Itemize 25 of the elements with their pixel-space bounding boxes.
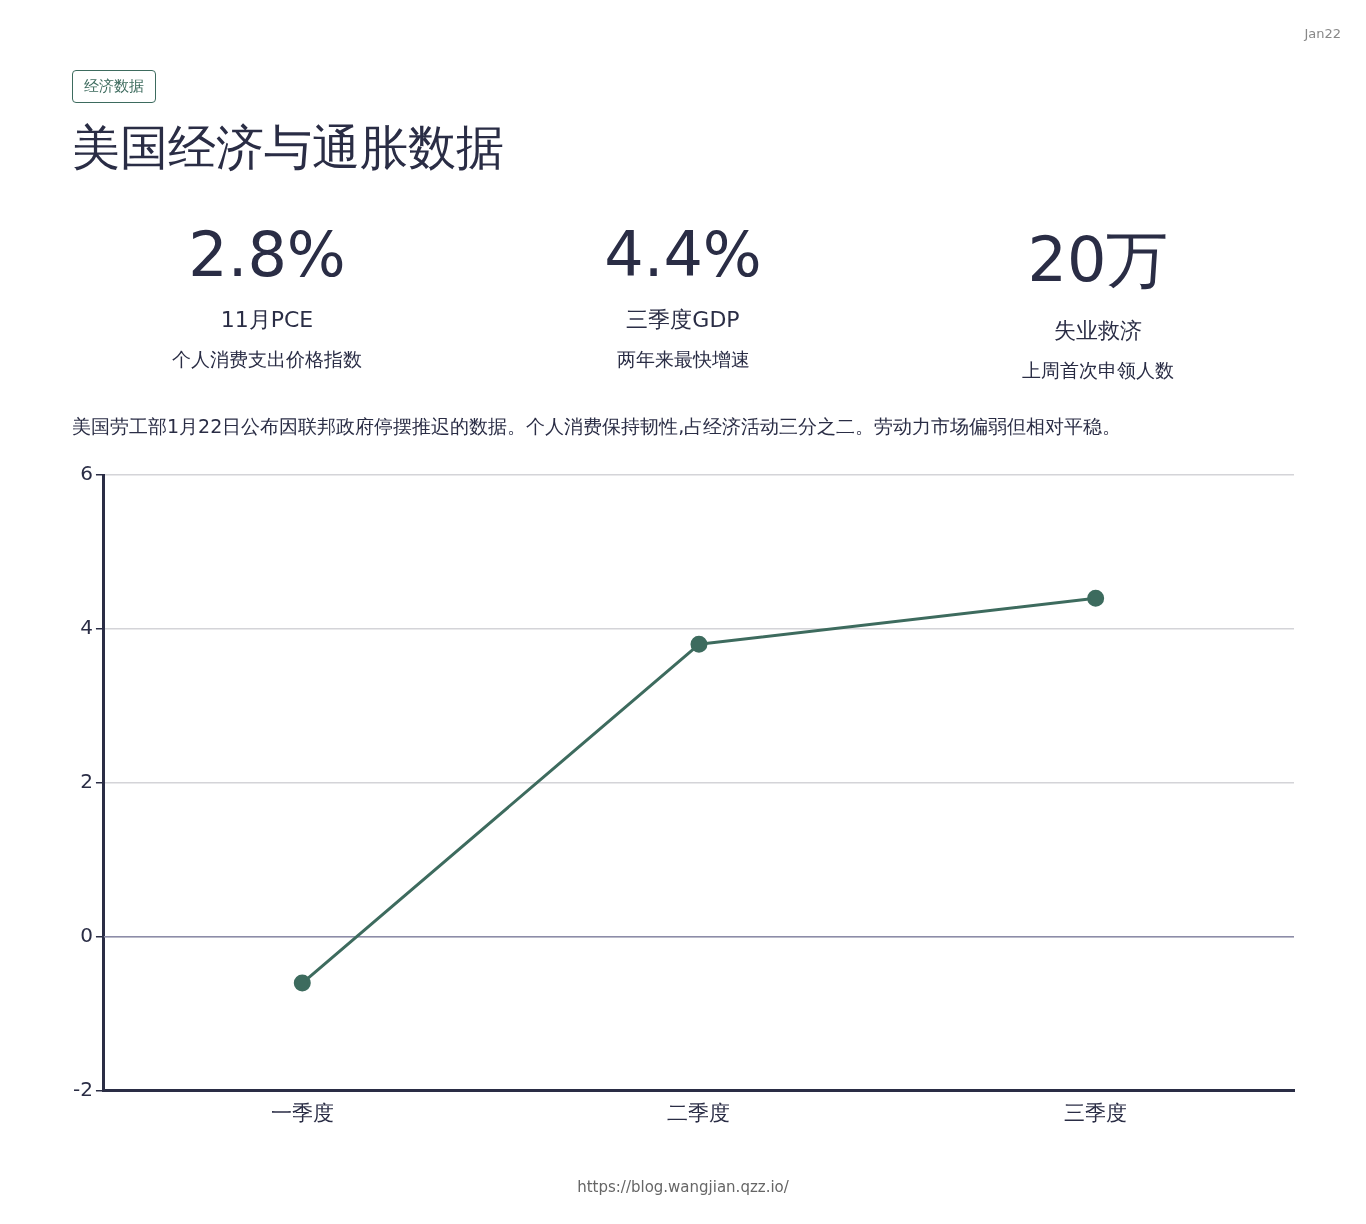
point — [690, 635, 708, 653]
text: Jan22 — [1304, 26, 1341, 41]
y-tick-label: 6 — [80, 461, 93, 486]
text: 20万 — [1026, 222, 1170, 298]
text: https://blog.wangjian.qzz.io/ — [576, 1178, 790, 1196]
chart-title: 美国经济与通胀数据 — [72, 118, 504, 177]
point — [293, 974, 311, 992]
text: 11月PCE — [219, 306, 315, 334]
point — [1087, 589, 1105, 607]
text: 两年来最快增速 — [615, 347, 751, 372]
y-tick-label: 0 — [80, 923, 93, 948]
text: 4.4% — [603, 218, 763, 291]
text: 个人消费支出价格指数 — [171, 347, 363, 372]
x-tick-label: 二季度 — [667, 1100, 731, 1125]
y-tick-label: 2 — [80, 769, 93, 794]
y-tick-label: -2 — [72, 1077, 93, 1101]
text: 失业救济 — [1053, 317, 1143, 345]
y-tick-label: 4 — [80, 615, 93, 640]
text: 上周首次申领人数 — [1021, 358, 1175, 383]
x-tick-label: 三季度 — [1064, 1100, 1128, 1125]
chart-subtitle: 美国劳工部1月22日公布因联邦政府停摆推迟的数据。个人消费保持韧性,占经济活动三分之二。劳动力市场偏弱但相对平稳。 — [72, 414, 1122, 439]
text: 经济数据 — [72, 70, 156, 103]
text: 2.8% — [187, 218, 347, 291]
x-tick-label: 一季度 — [270, 1100, 334, 1125]
text: 三季度GDP — [625, 306, 741, 334]
